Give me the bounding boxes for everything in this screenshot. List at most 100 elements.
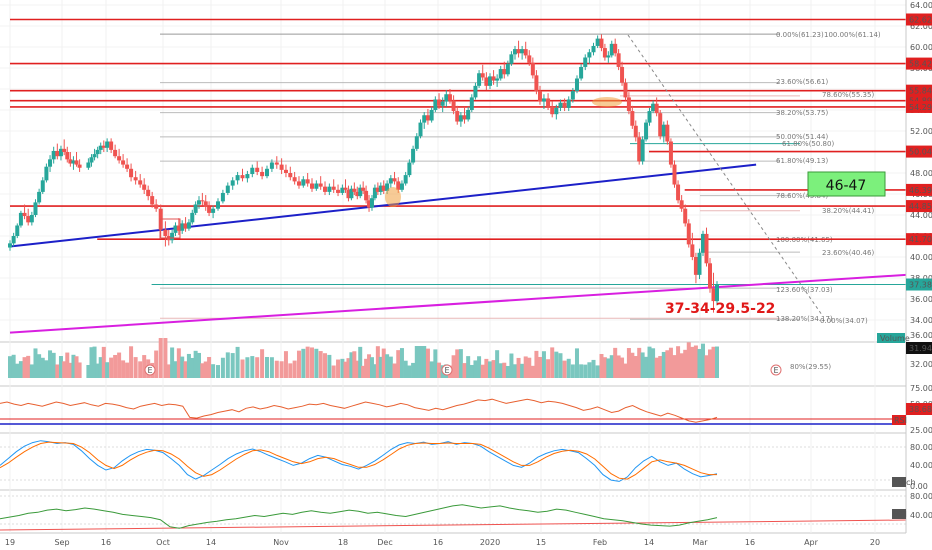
rsi-current-tag (906, 403, 932, 415)
volume-bar (505, 365, 510, 378)
candle-body (480, 73, 485, 78)
candle-body (447, 94, 452, 101)
highlight-ellipse-dec (385, 187, 401, 207)
candle-body (318, 183, 323, 187)
volume-bar (364, 358, 369, 378)
volume-bar (314, 348, 319, 378)
volume-bar (530, 365, 535, 378)
fib-label: 23.60%(56.61) (776, 78, 828, 86)
volume-bar (62, 361, 67, 378)
candle-body (279, 164, 284, 170)
volume-bar (323, 353, 328, 378)
candle-body (18, 212, 23, 226)
volume-bar (29, 364, 34, 378)
candle-body (352, 188, 357, 192)
candle-body (29, 215, 34, 223)
volume-bar (207, 356, 212, 378)
candle-body (358, 187, 363, 197)
candle-body (260, 171, 265, 177)
mfi-tag (892, 509, 906, 519)
volume-current-tag (906, 342, 932, 354)
volume-bar (158, 338, 163, 378)
candle-body (633, 125, 638, 138)
candle-body (566, 99, 571, 108)
volume-bar (265, 356, 269, 378)
volume-bar (541, 351, 546, 378)
candle-body (637, 137, 642, 162)
candle-body (343, 187, 348, 190)
volume-bar (346, 358, 351, 378)
candle-body (562, 102, 567, 108)
volume-fib-label: 80%(29.55) (790, 363, 831, 371)
candle-body (173, 225, 178, 233)
candle-body (163, 229, 168, 236)
time-tick-label: 14 (206, 538, 216, 547)
volume-bar (433, 349, 438, 378)
volume-bar (477, 356, 482, 378)
candle-body (230, 180, 235, 186)
mfi-tag-label: MFI (893, 510, 907, 519)
candle-body (613, 43, 618, 54)
candle-body (235, 175, 240, 181)
stoch-d-line (0, 441, 717, 480)
volume-bar (44, 360, 49, 378)
candle-body (429, 110, 434, 121)
volume-bar (105, 362, 110, 378)
volume-bar (537, 356, 542, 378)
volume-bar (26, 355, 31, 378)
candle-body (44, 166, 49, 181)
volume-bar (385, 354, 390, 378)
fib-label: 61.80%(49.13) (776, 157, 828, 165)
volume-bar (230, 353, 235, 378)
candle-body (327, 186, 332, 192)
candle-body (498, 69, 503, 79)
candle-body (530, 62, 535, 76)
candle-body (310, 183, 314, 189)
candle-body (98, 145, 103, 150)
volume-bar (269, 357, 274, 378)
candle-body (55, 150, 60, 157)
candle-body (216, 201, 220, 209)
candle-body (385, 183, 390, 191)
volume-bar (683, 349, 688, 378)
volume-bar (661, 351, 666, 378)
volume-bar (388, 356, 393, 378)
candle-body (323, 186, 328, 192)
candle-body (220, 192, 225, 202)
volume-bar (708, 349, 712, 378)
level-tag (906, 233, 932, 246)
volume-bar (166, 364, 171, 378)
price-tick-label: 36.00 (910, 295, 932, 304)
candle-body (95, 149, 100, 155)
volume-bar (98, 357, 103, 378)
volume-current-label: 31.94 (909, 344, 932, 353)
volume-bar (562, 360, 567, 378)
volume-bar (583, 364, 588, 378)
volume-bar (516, 357, 521, 378)
volume-bar (668, 347, 673, 378)
volume-bar (711, 346, 716, 378)
volume-bar (591, 359, 596, 378)
candle-body (129, 168, 134, 178)
volume-bar (403, 360, 408, 378)
time-tick-label: 16 (433, 538, 443, 547)
volume-bar (133, 357, 138, 378)
stoch-tag (892, 477, 906, 487)
candle-body (113, 149, 118, 157)
candle-body (364, 190, 369, 201)
candle-body (250, 167, 255, 175)
candle-body (146, 189, 151, 197)
volume-bar (250, 356, 255, 378)
volume-bar (651, 348, 656, 378)
candle-body (200, 200, 205, 202)
volume-bar (654, 357, 659, 378)
volume-bar (68, 362, 73, 378)
volume-bar (101, 346, 106, 378)
volume-bar (48, 350, 53, 378)
volume-bar (15, 363, 20, 378)
candle-body (197, 200, 201, 205)
stoch-pane (0, 440, 906, 482)
volume-bar (163, 338, 168, 378)
candle-body (336, 189, 341, 193)
candle-body (193, 204, 198, 213)
